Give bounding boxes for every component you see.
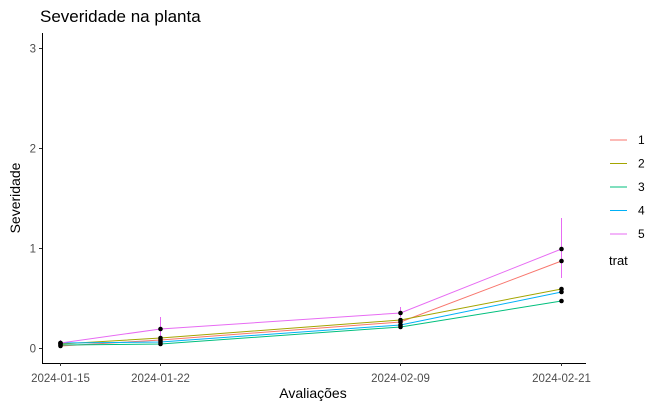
series-line-2	[60, 288, 562, 345]
data-point-5	[559, 246, 564, 252]
legend-label: 4	[638, 204, 645, 218]
y-tick-label: 0	[30, 344, 36, 356]
data-point-5	[158, 326, 163, 332]
chart-title: Severidade na planta	[40, 7, 201, 26]
y-tick-label: 1	[30, 244, 36, 256]
x-axis-title: Avaliações	[279, 385, 346, 401]
y-ticks: 0 1 2 3	[30, 44, 42, 356]
legend: trat 1 2 3 4 5	[609, 133, 645, 268]
series-line-5	[60, 248, 562, 344]
y-tick-label: 3	[30, 44, 36, 56]
data-point-1	[559, 258, 564, 264]
x-tick-label: 2024-02-09	[371, 373, 430, 385]
series-line-4	[60, 291, 562, 344]
series-line-3	[60, 300, 562, 346]
legend-label: 2	[638, 157, 645, 171]
data-point-4	[559, 289, 564, 295]
legend-label: 1	[638, 133, 645, 147]
data-point-3	[559, 298, 564, 304]
data-points	[58, 246, 564, 349]
legend-title: trat	[609, 253, 628, 268]
data-point-5	[58, 340, 63, 346]
x-tick-label: 2024-01-15	[31, 373, 90, 385]
x-ticks: 2024-01-15 2024-01-22 2024-02-09 2024-02-21	[31, 363, 591, 385]
data-point-2	[158, 335, 163, 341]
legend-label: 5	[638, 227, 645, 241]
y-axis-title: Severidade	[7, 162, 23, 233]
data-point-4	[158, 339, 163, 345]
data-point-2	[398, 317, 403, 323]
legend-label: 3	[638, 180, 645, 194]
data-point-4	[398, 322, 403, 328]
series-lines	[60, 248, 562, 347]
x-tick-label: 2024-01-22	[131, 373, 190, 385]
y-tick-label: 2	[30, 144, 36, 156]
data-point-5	[398, 310, 403, 316]
x-tick-label: 2024-02-21	[532, 373, 591, 385]
